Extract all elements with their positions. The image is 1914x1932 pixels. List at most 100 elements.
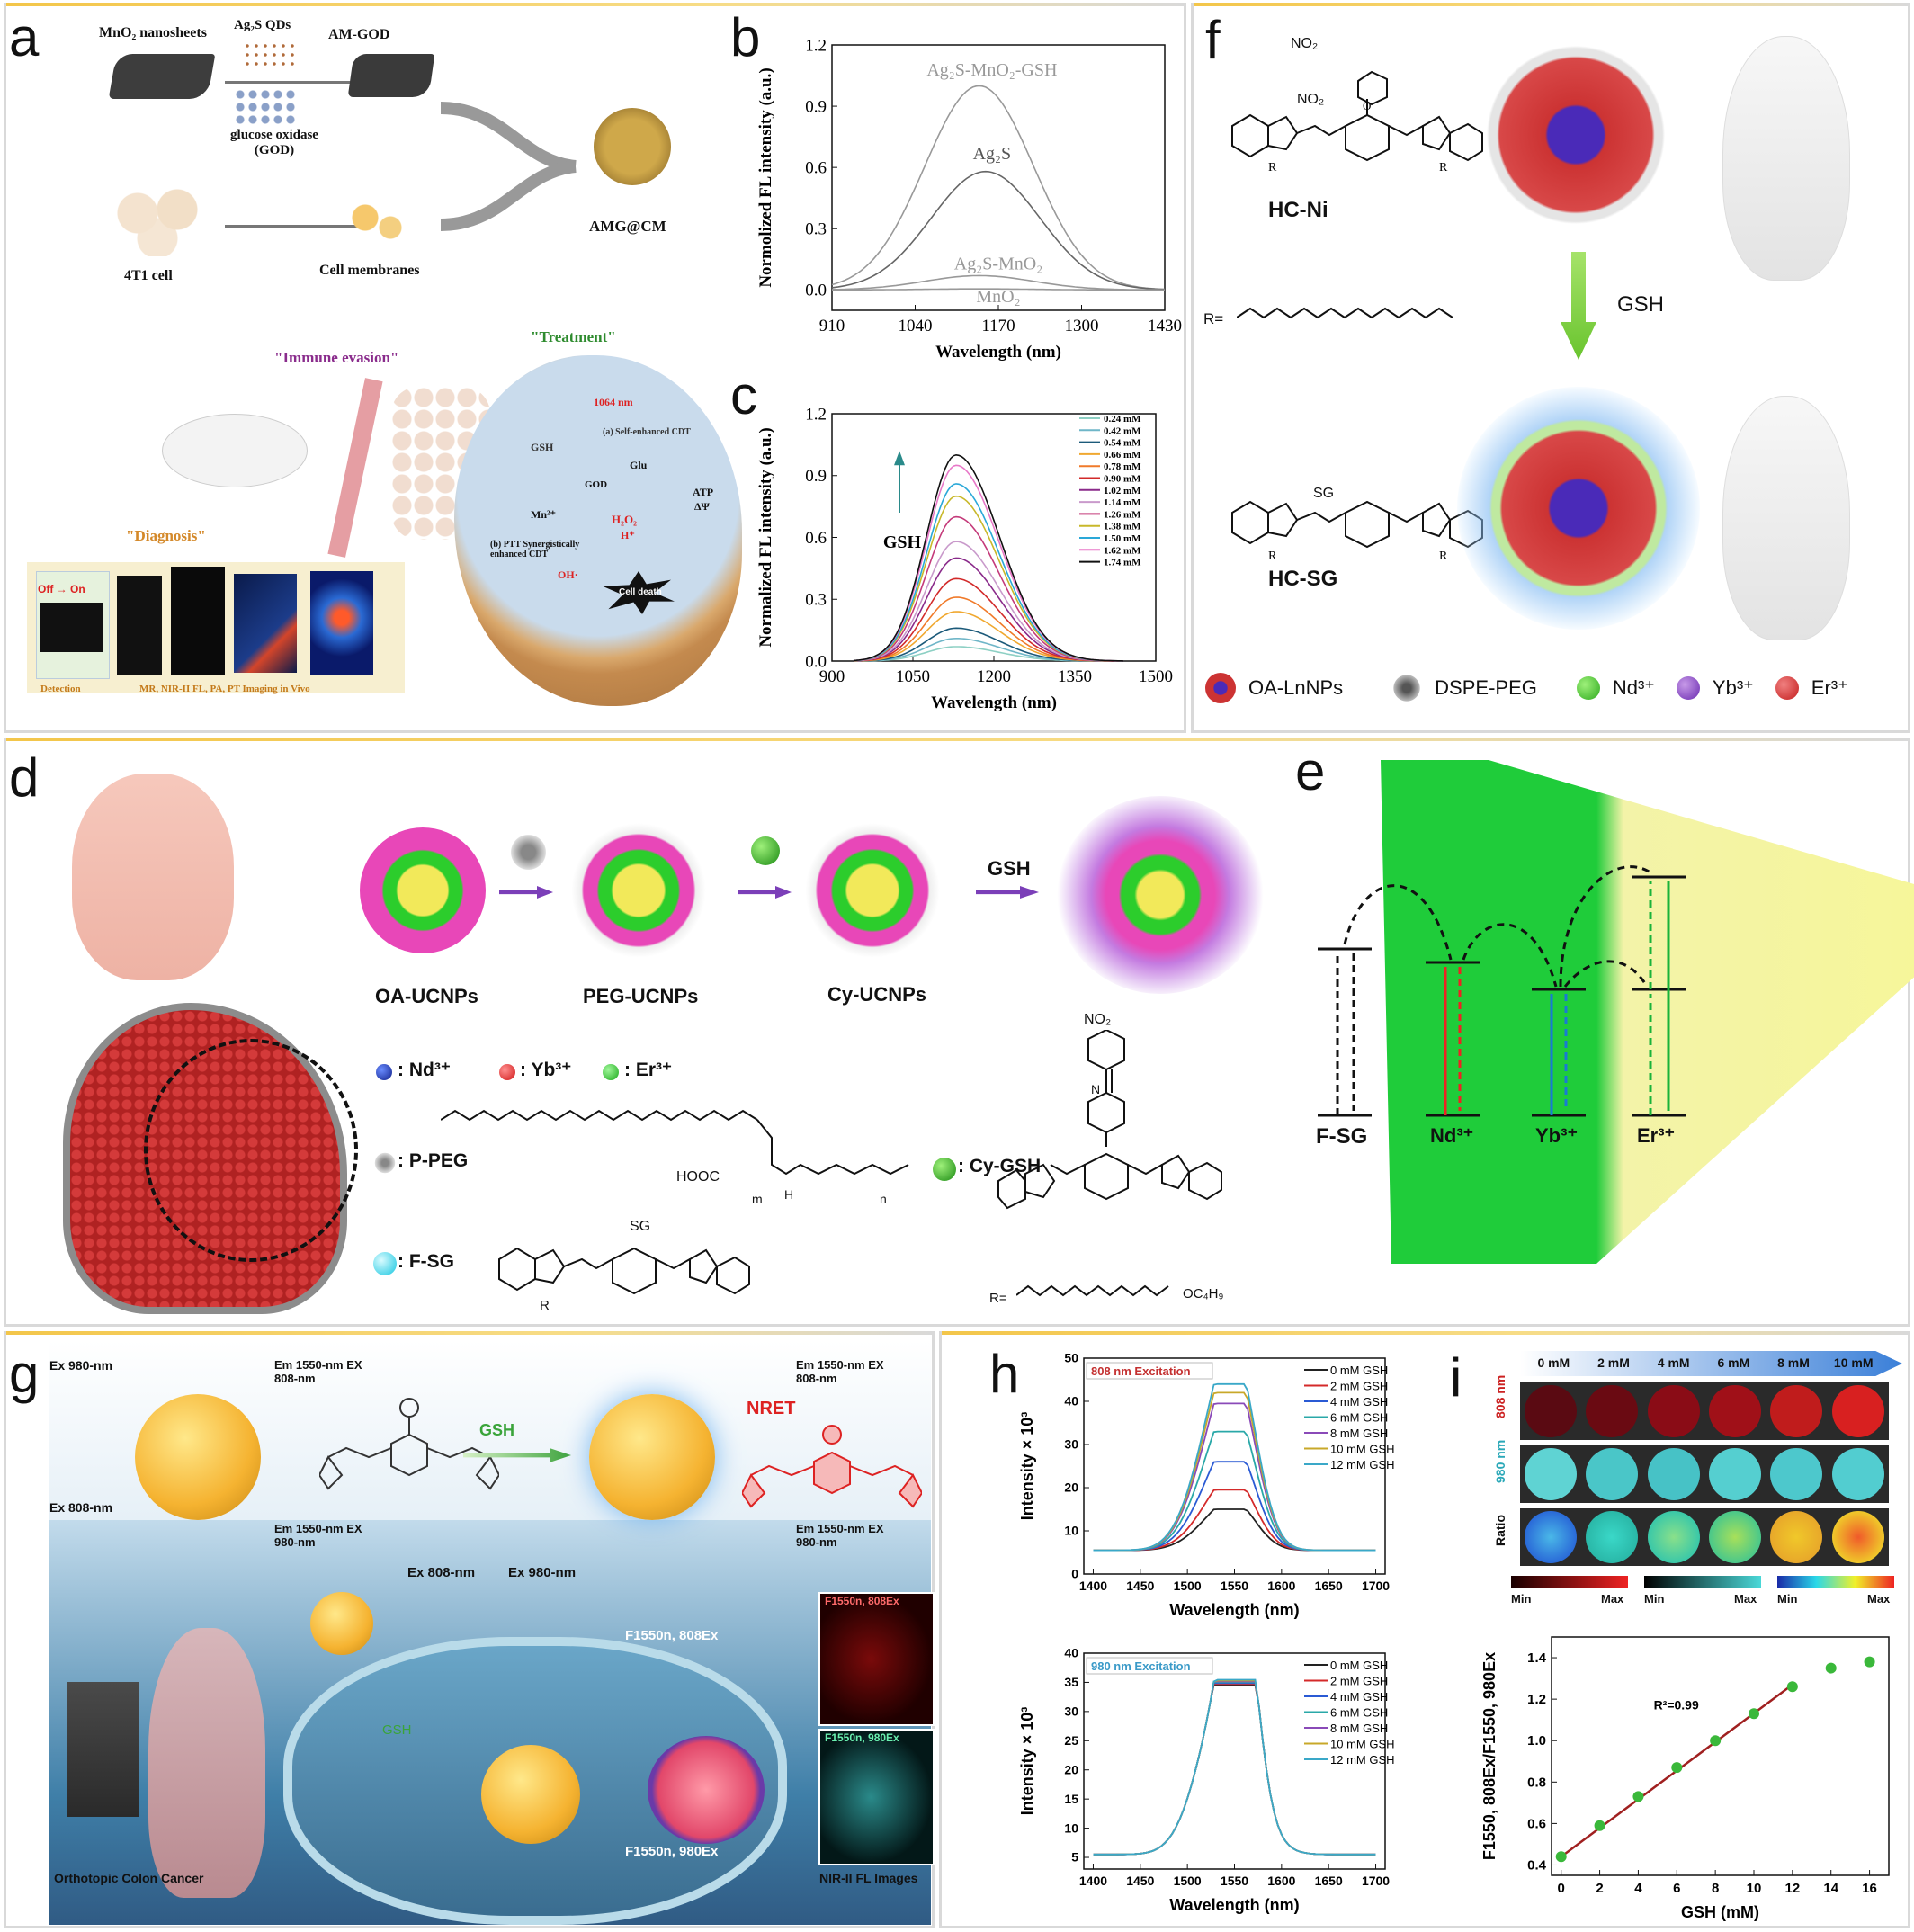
panel-d-content: GSH OA-UCNPs PEG-UCNPs Cy-UCNPs : Nd³⁺ :… [9, 742, 1286, 1322]
d-ppeg-label: : P-PEG [398, 1150, 469, 1171]
i-colorbar-red [1511, 1576, 1628, 1588]
legend-label: 1.74 mM [1104, 558, 1141, 568]
i-well-image [1525, 1385, 1578, 1437]
er-icon [1775, 676, 1799, 700]
g-gsh: GSH [479, 1421, 515, 1439]
dpsi-label: ΔΨ [694, 500, 710, 513]
i-well-image [1709, 1511, 1762, 1563]
g-particle-1 [135, 1394, 261, 1520]
x-tick-label: 2 [1596, 1881, 1603, 1896]
imaging-4 [310, 571, 373, 675]
y-axis-label: Intensity × 10³ [1018, 1412, 1036, 1521]
g-mouse-body [148, 1628, 265, 1898]
legend-label: 1.50 mM [1104, 533, 1141, 544]
ppeg-structure [441, 1109, 909, 1176]
panel-e-content: F-SG Nd³⁺ Yb³⁺ Er³⁺ [1291, 760, 1914, 1322]
svg-text:O: O [1363, 99, 1371, 112]
data-point [1825, 1662, 1837, 1674]
no2a-label: NO₂ [1291, 36, 1319, 51]
series-label: Ag₂S [973, 144, 1012, 164]
series-line [831, 85, 1166, 291]
amgod-label: AM-GOD [328, 27, 390, 42]
series-line [831, 170, 1166, 291]
m-label: m [752, 1192, 763, 1206]
legend-label: 4 mM GSH [1330, 1690, 1388, 1704]
series-line [832, 288, 1165, 291]
excitation-tag: 980 nm Excitation [1091, 1659, 1191, 1673]
legend-label: 12 mM GSH [1330, 1753, 1395, 1767]
x-tick-label: 1450 [1126, 1874, 1154, 1888]
i-conc-label: 6 mM [1717, 1355, 1750, 1370]
y-tick-label: 10 [1064, 1820, 1078, 1835]
data-point [1671, 1762, 1683, 1774]
x-tick-label: 1430 [1148, 317, 1182, 335]
i-image-row [1520, 1508, 1889, 1566]
mno2-label: MnO₂ nanosheets [99, 25, 207, 40]
y-tick-label: 20 [1064, 1480, 1078, 1495]
g-ex808b: Ex 808-nm [407, 1565, 476, 1580]
y-tick-label: 10 [1064, 1524, 1078, 1538]
d-n-label: N [1091, 1082, 1101, 1096]
tumor-cell-shape [454, 355, 742, 706]
i-well-image [1647, 1385, 1700, 1437]
x-tick-label: 1200 [977, 667, 1011, 686]
y-axis-label: Intensity × 10³ [1018, 1707, 1036, 1816]
panel-label-b: b [730, 7, 761, 67]
r-def-label: R= [1203, 310, 1224, 327]
legend-label: 10 mM GSH [1330, 1738, 1395, 1751]
nd-icon [1576, 676, 1600, 700]
panel-label-a: a [9, 7, 40, 67]
i-well-image [1586, 1385, 1639, 1437]
i-well-image [1770, 1385, 1823, 1437]
i-well-image [1831, 1385, 1884, 1437]
g-em808r: Em 1550-nm EX 808-nm [796, 1358, 884, 1385]
panel-f-content: R R O NO₂ NO₂ HC-Ni R= HC-SG SG R R GSH … [1196, 9, 1907, 729]
y-axis-label: F1550, 808Ex/F1550, 980Ex [1480, 1652, 1498, 1860]
i-well-image [1770, 1511, 1823, 1563]
cy-ucnp [800, 818, 944, 962]
i-conc-label: 4 mM [1657, 1355, 1690, 1370]
x-tick-label: 14 [1823, 1881, 1838, 1896]
g-molecule-2 [742, 1425, 922, 1508]
chart-i-scatter: 0 2 4 6 8 10 12 14 16 0.4 0.6 0.8 1.0 1.2 1.4 GSH (mM) F… [1480, 1636, 1890, 1921]
membranes-label: Cell membranes [319, 263, 420, 278]
series-line [853, 464, 1124, 662]
data-point [1710, 1735, 1722, 1747]
panel-g-content: Ex 980-nm Ex 808-nm Em 1550-nm EX 808-nm… [49, 1340, 935, 1925]
legend-label: 2 mM GSH [1330, 1675, 1388, 1688]
x-tick-label: 1700 [1362, 1874, 1390, 1888]
imaging-2 [171, 567, 225, 675]
data-point [1594, 1820, 1605, 1831]
arrow-3 [976, 886, 1039, 899]
arrow-2 [738, 886, 792, 899]
panel-label-g: g [9, 1344, 40, 1404]
data-point [1786, 1681, 1798, 1693]
g-em980: Em 1550-nm EX 980-nm [274, 1522, 362, 1549]
fsg-structure [498, 1247, 750, 1295]
peg-ucnp [567, 818, 711, 962]
g-ex980b: Ex 980-nm [508, 1565, 577, 1580]
i-well-image [1586, 1448, 1639, 1500]
i-image-row [1520, 1445, 1889, 1503]
x-axis-label: Wavelength (nm) [931, 693, 1057, 712]
d-nd-label: : Nd³⁺ [398, 1060, 451, 1080]
x-tick-label: 1650 [1315, 1874, 1343, 1888]
i-min-2: Min [1644, 1592, 1665, 1606]
imaging-3 [234, 574, 297, 673]
y-tick-label: 30 [1064, 1704, 1078, 1719]
legend-label: 0.24 mM [1104, 414, 1141, 425]
x-tick-label: 1500 [1139, 667, 1173, 686]
x-tick-label: 10 [1747, 1881, 1762, 1896]
y-tick-label: 0 [1071, 1567, 1078, 1581]
g-colon-label: Orthotopic Colon Cancer [54, 1871, 204, 1885]
no2b-label: NO₂ [1297, 92, 1325, 107]
er-dot [603, 1064, 619, 1080]
x-tick-label: 1550 [1221, 1579, 1248, 1593]
y-tick-label: 5 [1071, 1850, 1078, 1865]
d-sg-label: SG [630, 1219, 651, 1234]
i-well-image [1525, 1448, 1578, 1500]
legend-label: 1.14 mM [1104, 497, 1141, 508]
excitation-tag: 808 nm Excitation [1091, 1364, 1191, 1378]
d-cygsh-label: : Cy-GSH [958, 1156, 1042, 1176]
legend-label: 1.38 mM [1104, 522, 1141, 532]
